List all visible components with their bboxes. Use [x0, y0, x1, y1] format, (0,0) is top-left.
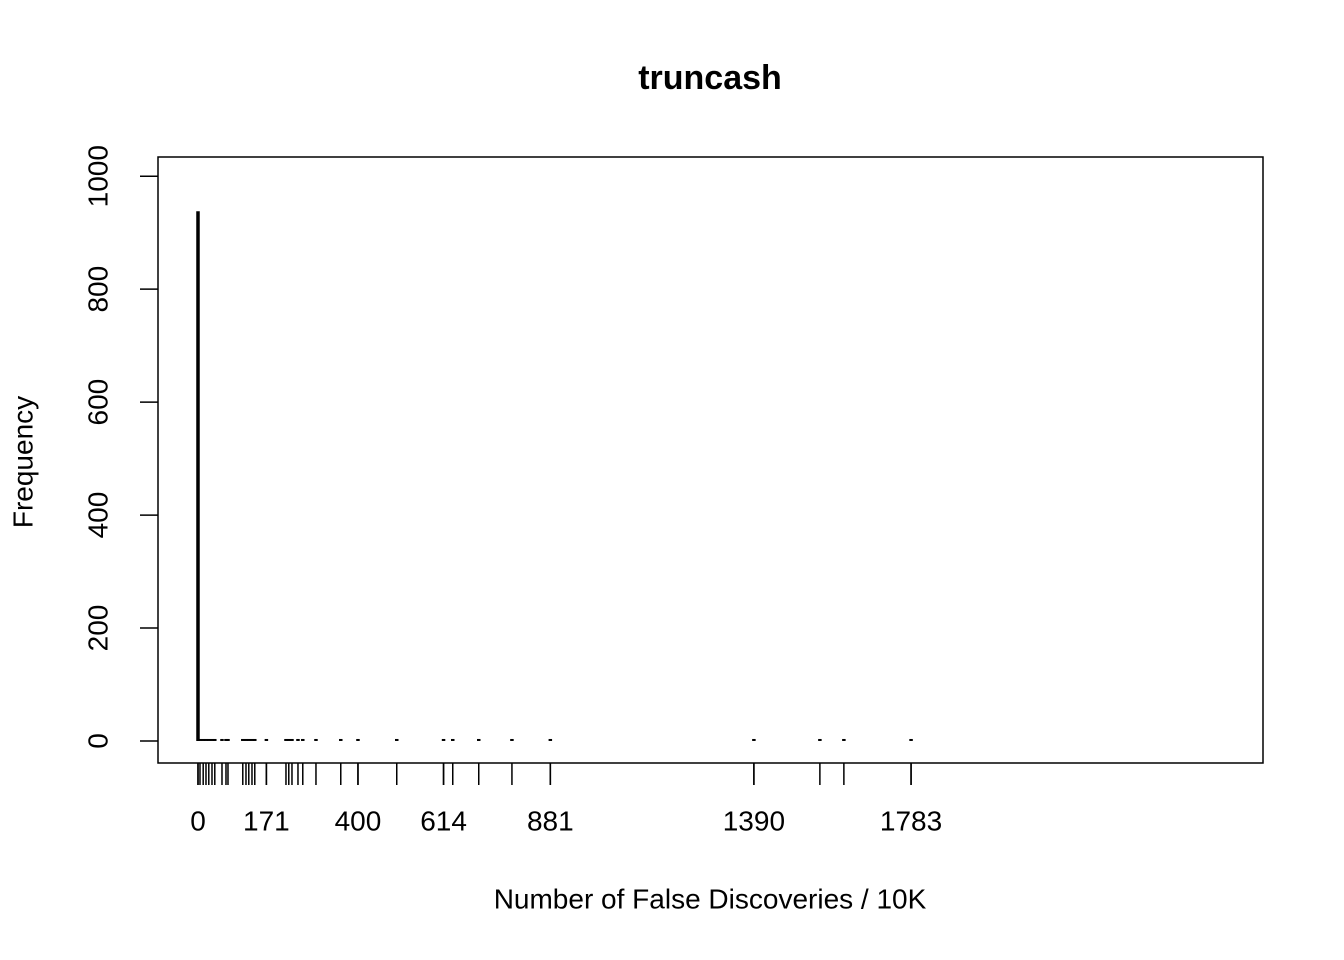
y-tick-label: 600 — [82, 379, 113, 426]
x-tick-label: 614 — [420, 805, 467, 836]
y-tick-label: 800 — [82, 266, 113, 313]
y-axis-label: Frequency — [7, 396, 38, 528]
x-axis-label: Number of False Discoveries / 10K — [494, 883, 927, 914]
x-tick-label: 1783 — [880, 805, 942, 836]
x-tick-label: 1390 — [723, 805, 785, 836]
chart-title: truncash — [638, 59, 782, 97]
y-tick-label: 1000 — [82, 145, 113, 207]
x-tick-label: 400 — [335, 805, 382, 836]
y-tick-label: 0 — [82, 733, 113, 749]
x-tick-label: 171 — [243, 805, 290, 836]
x-tick-label: 0 — [190, 805, 206, 836]
y-tick-label: 400 — [82, 492, 113, 539]
plot-box — [157, 156, 1264, 764]
x-tick-label: 881 — [527, 805, 574, 836]
y-tick-label: 200 — [82, 605, 113, 652]
